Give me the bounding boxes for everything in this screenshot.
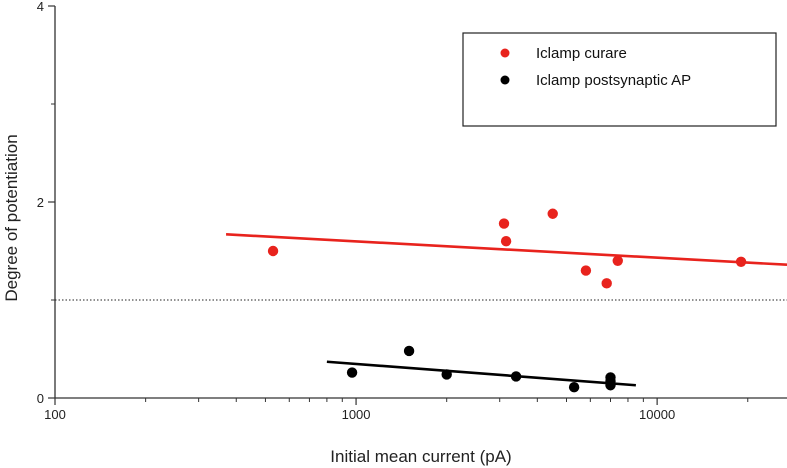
- point-iclamp-postsynaptic-ap-1: [403, 345, 415, 357]
- point-iclamp-curare-0: [267, 245, 279, 257]
- x-tick-label-1: 1000: [342, 407, 371, 422]
- x-axis-label: Initial mean current (pA): [330, 447, 511, 466]
- point-iclamp-curare-6: [612, 255, 623, 266]
- point-iclamp-postsynaptic-ap-4: [568, 382, 580, 393]
- x-tick-label-0: 100: [44, 407, 66, 422]
- y-tick-label-0: 0: [37, 391, 44, 406]
- legend-marker-iclamp-postsynaptic-ap: [500, 75, 510, 85]
- point-iclamp-curare-3: [547, 208, 558, 219]
- point-iclamp-postsynaptic-ap-0: [346, 367, 358, 378]
- legend-label-iclamp-postsynaptic-ap: Iclamp postsynaptic AP: [536, 72, 691, 89]
- legend-marker-iclamp-curare: [500, 48, 510, 58]
- fit-line-iclamp-curare: [225, 233, 787, 267]
- plot-area: 100 1000 10000 0 2 4: [37, 0, 787, 422]
- y-axis-label: Degree of potentiation: [2, 134, 21, 301]
- fit-line-iclamp-postsynaptic-ap: [326, 360, 636, 387]
- y-tick-label-2: 4: [37, 0, 44, 14]
- legend: Iclamp curare Iclamp postsynaptic AP: [462, 32, 777, 127]
- legend-label-iclamp-curare: Iclamp curare: [536, 45, 627, 62]
- point-iclamp-curare-4: [580, 265, 592, 276]
- data-points: [267, 208, 747, 393]
- point-iclamp-postsynaptic-ap-7: [605, 380, 616, 391]
- point-iclamp-curare-1: [498, 218, 510, 229]
- point-iclamp-postsynaptic-ap-2: [441, 369, 452, 380]
- fit-lines: [225, 233, 787, 387]
- x-ticks: 100 1000 10000: [44, 398, 749, 422]
- x-tick-label-2: 10000: [639, 407, 675, 422]
- legend-box: [462, 32, 777, 127]
- y-ticks: 0 2 4: [37, 0, 55, 406]
- point-iclamp-postsynaptic-ap-3: [510, 371, 522, 382]
- point-iclamp-curare-5: [601, 278, 612, 289]
- y-tick-label-1: 2: [37, 195, 44, 210]
- point-iclamp-curare-7: [735, 256, 747, 267]
- point-iclamp-curare-2: [500, 236, 512, 247]
